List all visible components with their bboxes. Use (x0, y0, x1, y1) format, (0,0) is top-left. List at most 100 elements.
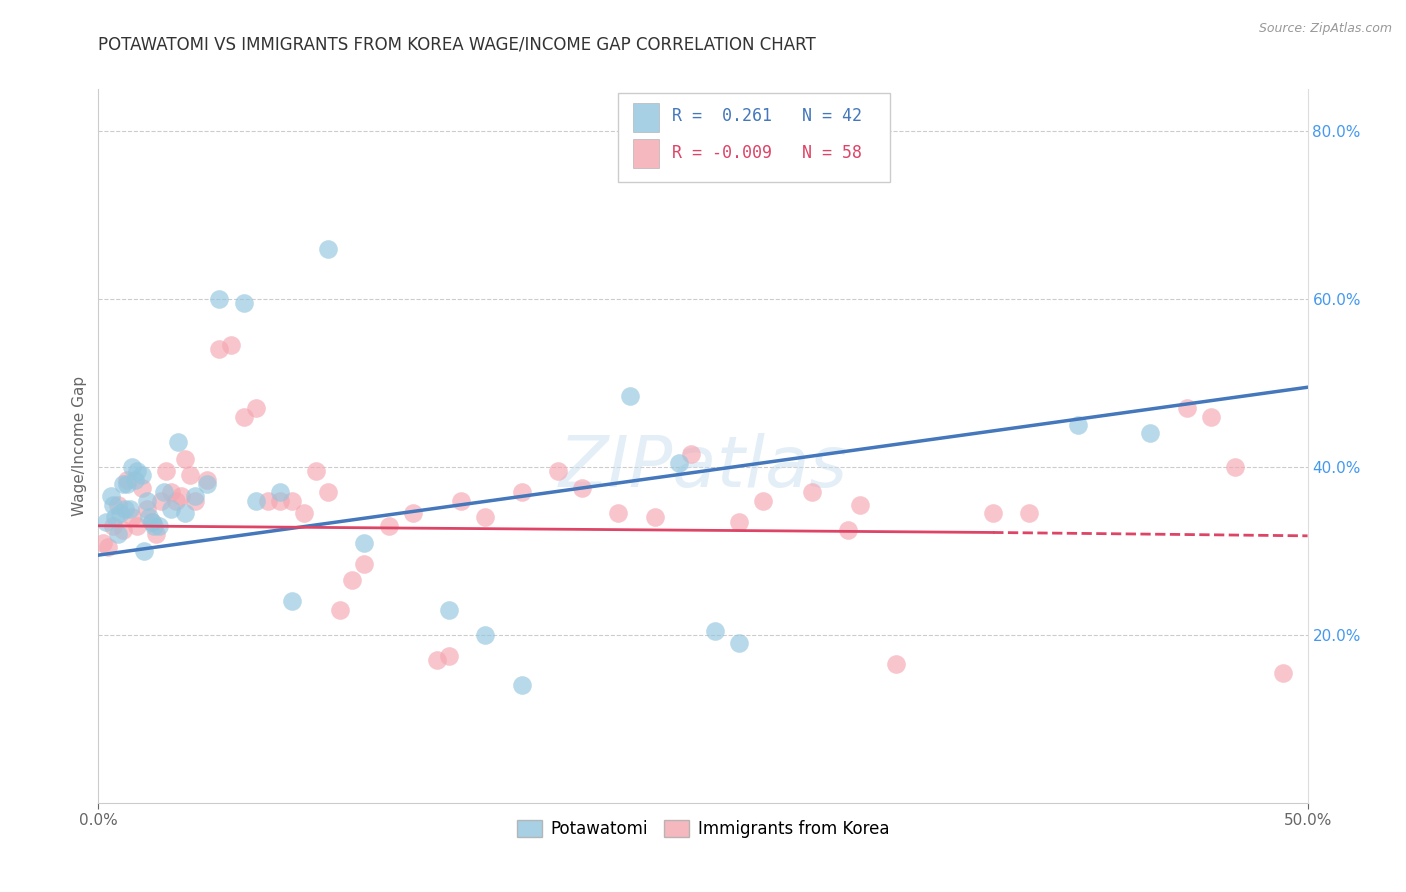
Text: ZIPatlas: ZIPatlas (558, 433, 848, 502)
FancyBboxPatch shape (633, 103, 659, 132)
Point (121, 510, 143, 524)
Point (94, 515, 117, 529)
Point (292, 506, 315, 520)
Point (981, 506, 1004, 520)
Point (353, 535, 375, 549)
Point (155, 464, 177, 478)
Text: R = -0.009   N = 58: R = -0.009 N = 58 (672, 145, 862, 162)
Point (100, 489, 122, 503)
Point (510, 485, 533, 500)
Point (342, 574, 364, 588)
Point (245, 401, 267, 416)
Point (208, 292, 231, 306)
Y-axis label: Wage/Income Gap: Wage/Income Gap (72, 376, 87, 516)
Point (437, 648, 460, 663)
Point (510, 678, 533, 692)
Point (668, 456, 690, 470)
Point (232, 296, 254, 310)
Point (97, 540, 120, 554)
Point (160, 485, 183, 500)
Point (107, 527, 129, 541)
Point (174, 451, 197, 466)
Point (148, 518, 170, 533)
Point (121, 460, 143, 475)
Point (141, 515, 163, 529)
Point (1175, 401, 1198, 416)
Point (127, 464, 149, 478)
Point (124, 473, 146, 487)
FancyBboxPatch shape (633, 139, 659, 168)
Point (152, 485, 174, 500)
Point (221, 338, 243, 352)
Point (305, 464, 328, 478)
Point (256, 493, 278, 508)
Text: Source: ZipAtlas.com: Source: ZipAtlas.com (1258, 22, 1392, 36)
Point (474, 628, 496, 642)
Text: POTAWATOMI VS IMMIGRANTS FROM KOREA WAGE/INCOME GAP CORRELATION CHART: POTAWATOMI VS IMMIGRANTS FROM KOREA WAGE… (98, 36, 815, 54)
Point (353, 557, 375, 571)
Point (167, 434, 190, 449)
Point (135, 502, 157, 516)
Point (728, 515, 751, 529)
Point (107, 498, 129, 512)
Point (426, 653, 449, 667)
Point (114, 502, 136, 516)
Point (131, 468, 153, 483)
Point (127, 518, 149, 533)
Point (679, 447, 702, 461)
Point (281, 493, 304, 508)
Point (169, 489, 191, 503)
Point (474, 510, 496, 524)
Point (728, 636, 751, 650)
Point (135, 493, 157, 508)
Point (607, 506, 630, 520)
Point (134, 544, 156, 558)
Point (316, 242, 339, 256)
Point (195, 473, 218, 487)
Point (101, 518, 124, 533)
Legend: Potawatomi, Immigrants from Korea: Potawatomi, Immigrants from Korea (510, 813, 896, 845)
Point (1018, 506, 1040, 520)
Point (450, 493, 472, 508)
Point (160, 502, 183, 516)
Point (150, 493, 173, 508)
Point (118, 502, 141, 516)
Point (145, 527, 167, 541)
Point (108, 506, 131, 520)
Point (165, 493, 187, 508)
Point (111, 476, 134, 491)
Point (208, 343, 231, 357)
Point (886, 657, 908, 672)
Point (232, 409, 254, 424)
Point (571, 481, 593, 495)
Point (644, 510, 666, 524)
Point (1272, 665, 1295, 680)
Point (547, 464, 569, 478)
Point (1139, 426, 1161, 441)
Point (281, 594, 304, 608)
Point (1067, 417, 1090, 432)
Point (316, 485, 339, 500)
FancyBboxPatch shape (619, 93, 890, 182)
Point (329, 603, 352, 617)
Point (91, 535, 114, 549)
Point (377, 518, 399, 533)
Point (184, 493, 207, 508)
Point (704, 624, 727, 638)
Point (143, 518, 166, 533)
Point (111, 523, 134, 537)
Point (1223, 460, 1246, 475)
Point (269, 485, 291, 500)
Point (184, 489, 207, 503)
Point (141, 515, 163, 529)
Point (800, 485, 823, 500)
Point (402, 506, 425, 520)
Point (752, 493, 775, 508)
Point (195, 476, 218, 491)
Point (837, 523, 859, 537)
Point (269, 493, 291, 508)
Text: R =  0.261   N = 42: R = 0.261 N = 42 (672, 107, 862, 125)
Point (437, 603, 460, 617)
Point (1199, 409, 1222, 424)
Point (117, 473, 139, 487)
